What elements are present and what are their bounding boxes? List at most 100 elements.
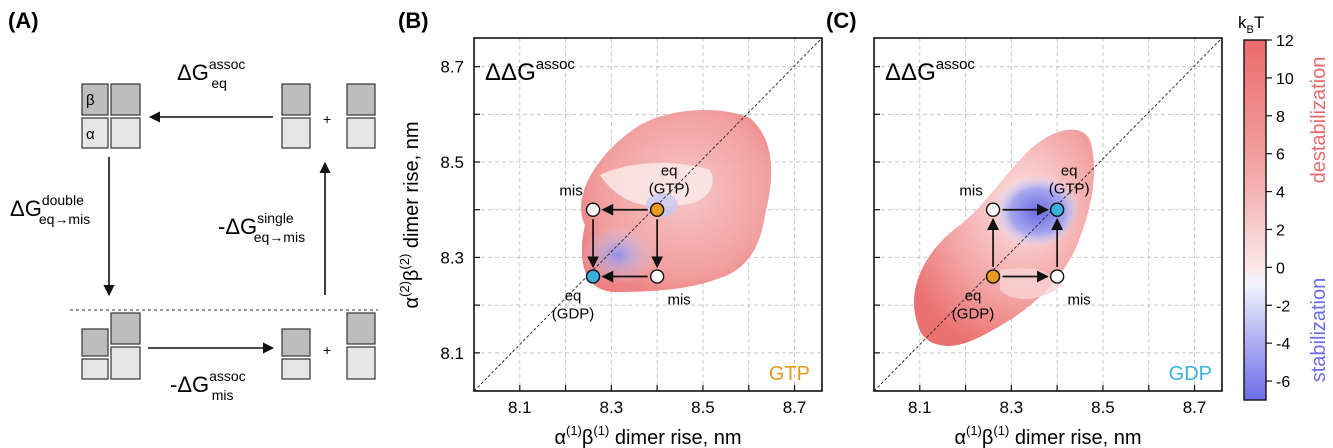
beta-subunit xyxy=(346,83,376,116)
dimer-pair-mis-separated: + xyxy=(281,312,376,380)
state-label: eq xyxy=(965,288,982,305)
dg-single: -ΔGsingle eq→mis xyxy=(218,210,305,245)
colorbar-ticks: 12 10 8 6 4 2 0 -2 -4 -6 xyxy=(1266,33,1294,391)
state-label: (GDP) xyxy=(552,306,595,323)
state-label: mis xyxy=(1067,292,1090,309)
state-point xyxy=(985,202,1001,217)
x-axis-label: α(1)β(1) dimer rise, nm xyxy=(554,423,741,448)
state-point xyxy=(585,269,601,284)
y-tick-label: 8.7 xyxy=(440,58,464,77)
colorbar-unit: kBT xyxy=(1238,13,1264,36)
plus-sign: + xyxy=(323,111,331,127)
colorbar-gradient xyxy=(1243,39,1267,401)
alpha-subunit xyxy=(346,117,376,149)
state-point xyxy=(1049,202,1065,217)
plus-sign: + xyxy=(323,342,331,358)
x-tick-label: 8.1 xyxy=(508,398,532,417)
state-label: (GDP) xyxy=(952,306,995,323)
state-label: mis xyxy=(559,183,582,200)
beta-subunit xyxy=(110,312,141,345)
panel-a-label: (A) xyxy=(8,8,39,33)
state-point xyxy=(649,202,665,217)
state-point xyxy=(585,202,601,217)
diagonal-line xyxy=(473,37,823,392)
state-label: mis xyxy=(667,292,690,309)
x-tick-label: 8.5 xyxy=(1091,398,1115,417)
state-label: (GTP) xyxy=(649,181,690,198)
x-tick-label: 8.7 xyxy=(783,398,807,417)
dimer-pair-eq-separated: + xyxy=(281,83,376,149)
state-label: mis xyxy=(959,183,982,200)
state-point xyxy=(985,269,1001,284)
state-label: (GTP) xyxy=(1049,181,1090,198)
beta-subunit xyxy=(346,312,376,345)
alpha-subunit xyxy=(81,358,109,380)
panel-title: ΔΔGassoc xyxy=(485,56,575,86)
x-tick-label: 8.7 xyxy=(1183,398,1207,417)
panel-b: (B) ΔΔGassoc GTP 8.1 8.3 8.5 8.78.78.58.38.… xyxy=(397,8,823,448)
axis-ticks: 8.1 8.3 8.5 8.7 8.7 8.5 8.3 8.1 xyxy=(440,58,806,417)
alpha-label: α xyxy=(86,126,95,143)
panel-a: (A) β α + ΔGassoc eq ΔGdouble eq→mis xyxy=(8,8,378,403)
colorbar-tick-label: 10 xyxy=(1276,71,1294,88)
colorbar-tick-label: 6 xyxy=(1276,147,1285,164)
alpha-subunit xyxy=(110,346,141,380)
y-tick-label: 8.3 xyxy=(440,248,464,267)
alpha-subunit xyxy=(81,117,109,149)
colorbar-tick-label: 8 xyxy=(1276,109,1285,126)
dimer-pair-mis-bound xyxy=(81,312,141,380)
state-label: eq xyxy=(565,288,582,305)
beta-subunit xyxy=(81,328,109,357)
dimer-pair-eq-bound: β α xyxy=(81,83,141,149)
low-region xyxy=(600,163,713,207)
colorbar-tick-label: -6 xyxy=(1276,374,1290,391)
stabilization-label: stabilization xyxy=(1308,278,1330,383)
beta-label: β xyxy=(86,92,95,109)
colorbar-tick-label: 2 xyxy=(1276,222,1285,239)
y-tick-label: 8.1 xyxy=(440,344,464,363)
x-tick-label: 8.3 xyxy=(1000,398,1024,417)
x-tick-label: 8.1 xyxy=(908,398,932,417)
beta-subunit xyxy=(281,83,311,116)
y-tick-label: 8.5 xyxy=(440,153,464,172)
panel-c-label: (C) xyxy=(826,8,857,33)
alpha-subunit xyxy=(281,117,311,149)
plot-frame xyxy=(473,37,823,392)
state-label: eq xyxy=(661,163,678,180)
nucleotide-label: GTP xyxy=(769,363,810,385)
state-point xyxy=(649,269,665,284)
beta-subunit xyxy=(81,83,109,116)
panel-c: (C) ΔΔGassoc GDP 8.1 8.3 8.5 8.7 mismiseq(G… xyxy=(826,8,1223,448)
alpha-subunit xyxy=(281,358,311,380)
beta-subunit xyxy=(110,83,141,116)
dg-double: ΔGdouble eq→mis xyxy=(10,192,90,227)
panel-b-label: (B) xyxy=(398,8,429,33)
nucleotide-label: GDP xyxy=(1169,363,1212,385)
x-tick-label: 8.3 xyxy=(600,398,624,417)
colorbar-tick-label: 4 xyxy=(1276,185,1285,202)
state-label: eq xyxy=(1061,163,1078,180)
destabilization-label: destabilization xyxy=(1308,57,1330,184)
x-axis-label: α(1)β(1) dimer rise, nm xyxy=(954,423,1141,448)
stabilization-region xyxy=(580,225,656,285)
colorbar-tick-label: -4 xyxy=(1276,336,1290,353)
panel-title: ΔΔGassoc xyxy=(885,56,975,86)
y-axis-label: α(2)β(2) dimer rise, nm xyxy=(397,121,423,308)
beta-subunit xyxy=(281,328,311,357)
state-point xyxy=(1049,269,1065,284)
alpha-subunit xyxy=(346,346,376,380)
plot-frame xyxy=(873,37,1223,392)
x-tick-label: 8.5 xyxy=(691,398,715,417)
colorbar-tick-label: 12 xyxy=(1276,33,1294,50)
dg-assoc-mis: -ΔGassoc mis xyxy=(170,368,246,403)
colorbar-tick-label: 0 xyxy=(1276,260,1285,277)
colorbar: kBT 12 10 8 6 4 2 0 -2 -4 -6 destabilization stab… xyxy=(1238,13,1330,401)
axis-ticks: 8.1 8.3 8.5 8.7 xyxy=(874,66,1207,417)
colorbar-tick-label: -2 xyxy=(1276,298,1290,315)
dg-assoc-eq: ΔGassoc eq xyxy=(177,56,245,91)
heatmap-surface xyxy=(580,109,772,292)
alpha-subunit xyxy=(110,117,141,149)
